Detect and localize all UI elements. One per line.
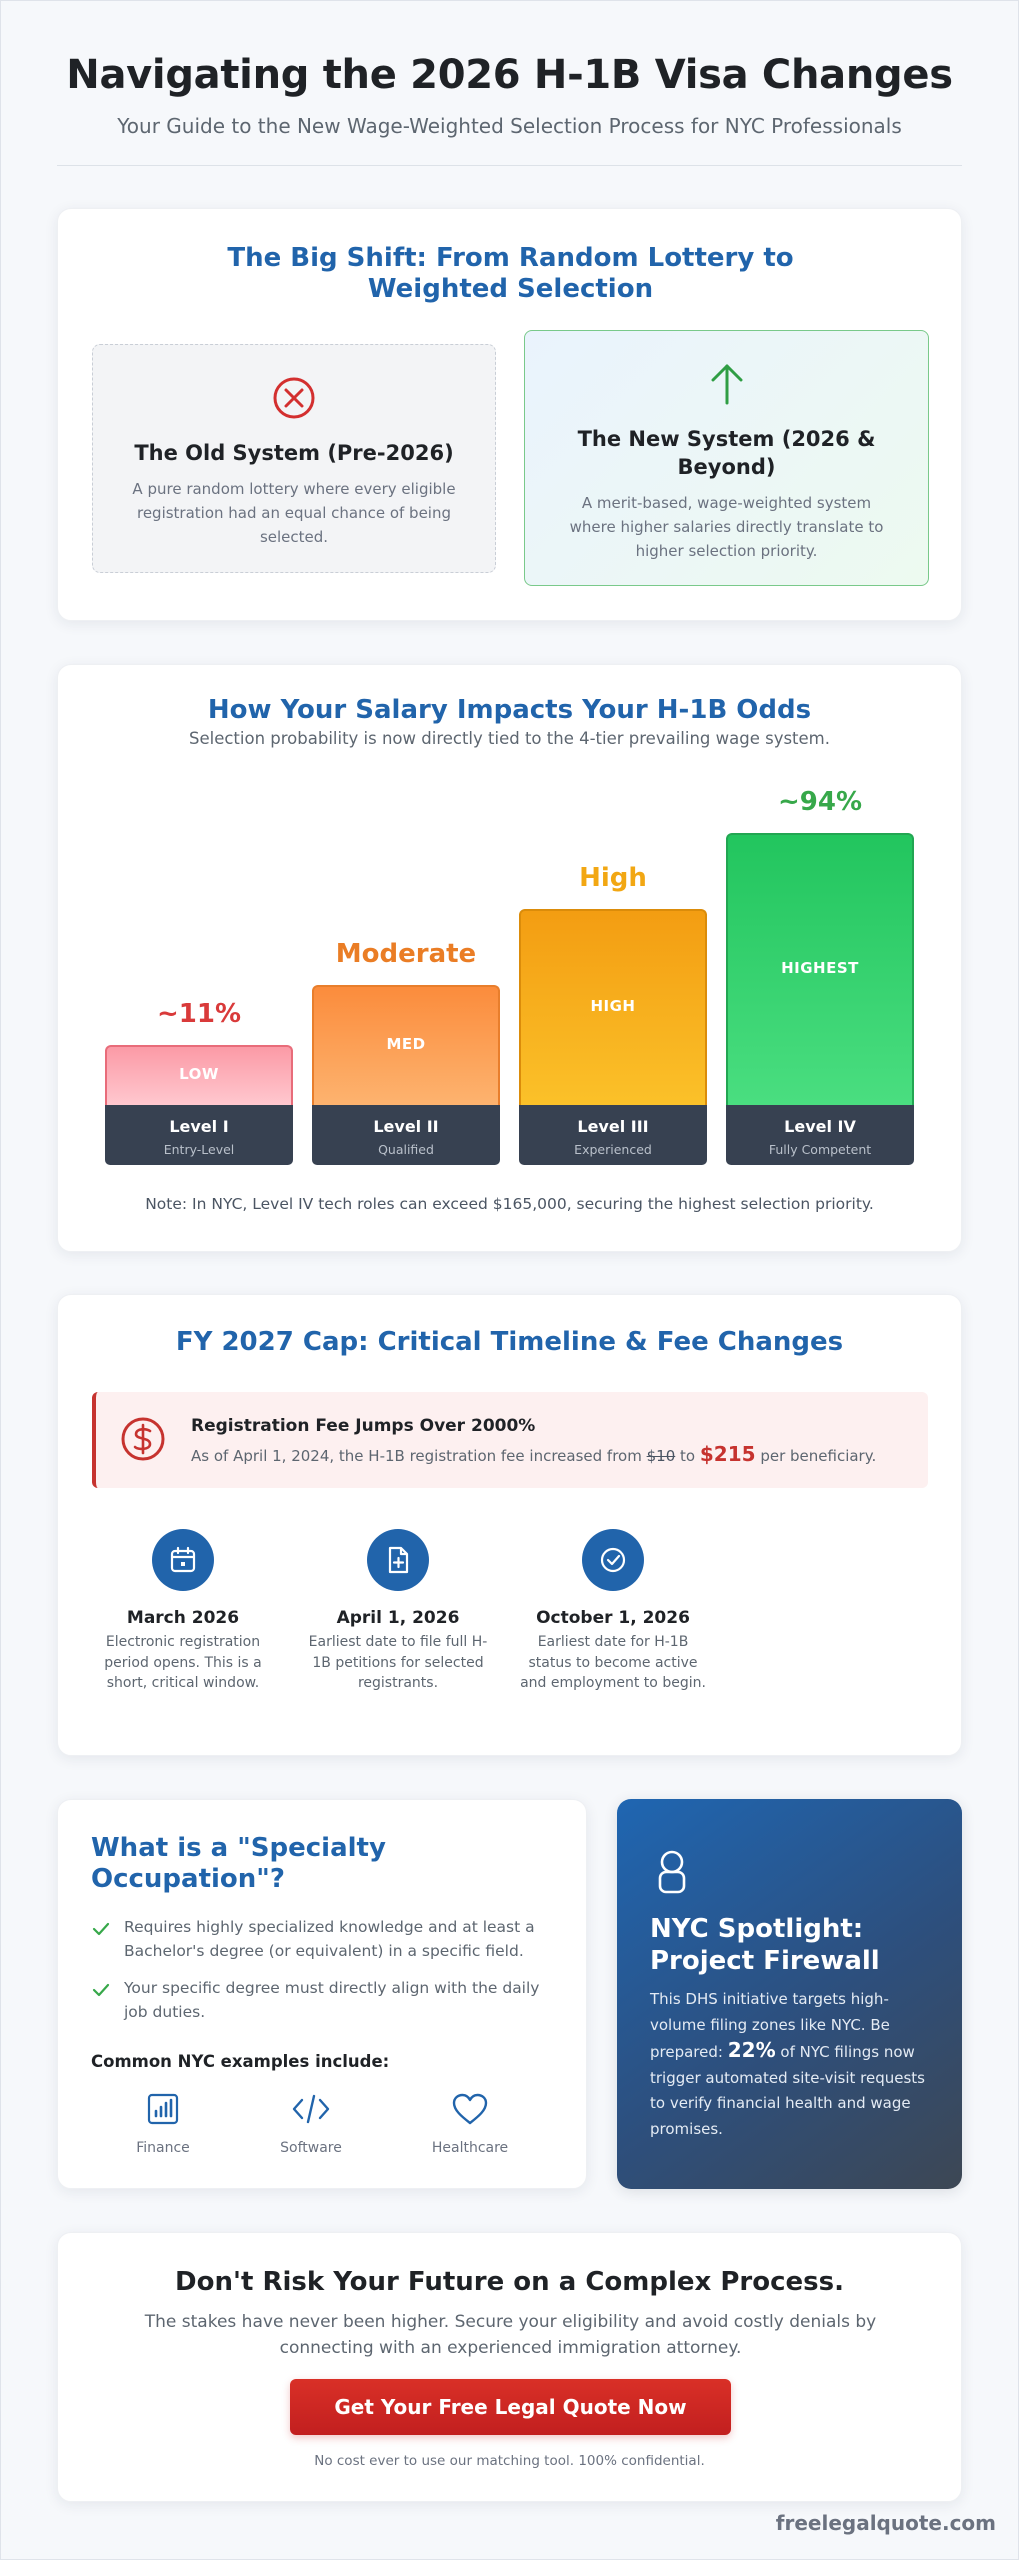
example-label: Finance [136, 2140, 190, 2156]
bar-odds-label: High [579, 863, 647, 893]
wage-level-desc: Fully Competent [768, 1142, 872, 1157]
timeline-desc: Earliest date to file full H-1B petition… [308, 1634, 488, 1691]
timeline-date: October 1, 2026 [536, 1608, 690, 1628]
example-label: Software [280, 2140, 342, 2156]
fee-text: As of April 1, 2024, the H-1B registrati… [191, 1442, 876, 1466]
spotlight-text-after: of NYC filings now trigger automated sit… [650, 2043, 925, 2138]
shield-icon [658, 1850, 686, 1894]
wage-level-name: Level I [169, 1117, 229, 1136]
get-quote-button[interactable]: Get Your Free Legal Quote Now [290, 2379, 731, 2435]
specialty-title: What is a "Specialty Occupation"? [91, 1833, 386, 1894]
spotlight-stat: 22% [727, 2038, 776, 2062]
cta-section: Don't Risk Your Future on a Complex Proc… [57, 2232, 962, 2502]
examples-title: Common NYC examples include: [91, 2052, 390, 2071]
fee-text-mid: to [680, 1447, 696, 1465]
header-divider [57, 165, 962, 166]
bar-footer: Level IV Fully Competent [726, 1105, 914, 1165]
bar-tag: HIGH [590, 997, 636, 1015]
example-finance: Finance [108, 2092, 218, 2156]
check-icon [92, 1922, 110, 1936]
calendar-icon [170, 1546, 196, 1573]
timeline-desc: Electronic registration period opens. Th… [104, 1634, 262, 1691]
timeline-date: March 2026 [126, 1608, 240, 1628]
old-system-title: The Old System (Pre-2026) [134, 441, 454, 465]
timeline-circle [582, 1529, 644, 1591]
big-shift-title: The Big Shift: From Random Lottery to We… [227, 243, 794, 304]
bar-body [312, 985, 500, 1105]
fee-text-before: As of April 1, 2024, the H-1B registrati… [191, 1447, 642, 1465]
arrow-up-icon [711, 364, 742, 405]
wage-level-desc: Entry-Level [163, 1142, 235, 1157]
cta-note: No cost ever to use our matching tool. 1… [314, 2453, 705, 2469]
bar-tag: HIGHEST [781, 959, 859, 977]
spotlight-title: NYC Spotlight: Project Firewall [650, 1914, 880, 1976]
footer-brand[interactable]: freelegalquote.com [775, 2511, 996, 2535]
requirement-item: Your specific degree must directly align… [91, 1976, 561, 2024]
check-circle-icon [600, 1547, 626, 1573]
bar-footer: Level I Entry-Level [105, 1105, 293, 1165]
page-subtitle: Your Guide to the New Wage-Weighted Sele… [117, 114, 902, 138]
spotlight-text: This DHS initiative targets high-volume … [650, 1987, 940, 2142]
wage-level-name: Level III [577, 1117, 649, 1136]
fee-text-after: per beneficiary. [760, 1447, 877, 1465]
bar-tag: LOW [179, 1065, 219, 1083]
requirement-text: Your specific degree must directly align… [124, 1979, 540, 2021]
salary-title: How Your Salary Impacts Your H-1B Odds [207, 695, 812, 725]
wage-level-desc: Experienced [574, 1142, 652, 1157]
timeline-circle [152, 1529, 214, 1591]
old-fee: $10 [646, 1447, 676, 1465]
new-fee: $215 [699, 1442, 756, 1466]
bar-odds-label: Moderate [335, 939, 477, 969]
spotlight-text-before: This DHS initiative targets high-volume … [650, 1990, 890, 2061]
wage-level-name: Level IV [784, 1117, 856, 1136]
cta-title: Don't Risk Your Future on a Complex Proc… [175, 2267, 844, 2297]
wage-level-name: Level II [373, 1117, 439, 1136]
new-system-title: The New System (2026 & Beyond) [577, 427, 876, 479]
old-system-card: The Old System (Pre-2026) A pure random … [92, 344, 496, 573]
big-shift-section: The Big Shift: From Random Lottery to We… [57, 208, 962, 621]
x-circle-icon [273, 377, 315, 419]
timeline-circle [367, 1529, 429, 1591]
timeline-item-march: March 2026 Electronic registration perio… [88, 1529, 278, 1694]
timeline-date: April 1, 2026 [336, 1608, 460, 1628]
wage-level-desc: Qualified [378, 1142, 434, 1157]
bar-odds-label: ~94% [777, 787, 863, 817]
requirement-item: Requires highly specialized knowledge an… [91, 1915, 561, 1963]
timeline-title: FY 2027 Cap: Critical Timeline & Fee Cha… [175, 1327, 844, 1357]
heart-icon [452, 2093, 488, 2125]
timeline-item-april: April 1, 2026 Earliest date to file full… [303, 1529, 493, 1694]
bar-body [726, 833, 914, 1105]
requirement-text: Requires highly specialized knowledge an… [124, 1918, 535, 1960]
new-system-card: The New System (2026 & Beyond) A merit-b… [524, 330, 929, 586]
check-icon [92, 1983, 110, 1997]
example-healthcare: Healthcare [415, 2092, 525, 2156]
fee-alert: Registration Fee Jumps Over 2000% As of … [92, 1392, 928, 1488]
salary-note: Note: In NYC, Level IV tech roles can ex… [145, 1195, 874, 1213]
cta-text: The stakes have never been higher. Secur… [144, 2312, 877, 2358]
specialty-occupation-section: What is a "Specialty Occupation"? Requir… [57, 1799, 587, 2189]
timeline-section: FY 2027 Cap: Critical Timeline & Fee Cha… [57, 1294, 962, 1756]
salary-impact-section: How Your Salary Impacts Your H-1B Odds S… [57, 664, 962, 1252]
bar-body [105, 1045, 293, 1105]
bar-tag: MED [386, 1035, 426, 1053]
page-title: Navigating the 2026 H-1B Visa Changes [66, 52, 953, 98]
code-icon [292, 2094, 330, 2124]
bar-body [519, 909, 707, 1105]
file-plus-icon [388, 1546, 409, 1574]
example-software: Software [256, 2092, 366, 2156]
dollar-circle-icon [121, 1417, 165, 1461]
page-header: Navigating the 2026 H-1B Visa Changes Yo… [57, 40, 962, 138]
timeline-desc: Earliest date for H-1B status to become … [520, 1634, 706, 1691]
example-label: Healthcare [431, 2140, 509, 2156]
old-system-text: A pure random lottery where every eligib… [132, 480, 456, 546]
fee-title: Registration Fee Jumps Over 2000% [191, 1416, 536, 1436]
bar-footer: Level III Experienced [519, 1105, 707, 1165]
salary-subtitle: Selection probability is now directly ti… [188, 729, 830, 748]
timeline-item-october: October 1, 2026 Earliest date for H-1B s… [518, 1529, 708, 1694]
new-system-text: A merit-based, wage-weighted system wher… [569, 494, 884, 560]
bar-chart-icon [147, 2093, 179, 2125]
bar-odds-label: ~11% [156, 999, 242, 1029]
nyc-spotlight-card: NYC Spotlight: Project Firewall This DHS… [617, 1799, 962, 2189]
bar-footer: Level II Qualified [312, 1105, 500, 1165]
